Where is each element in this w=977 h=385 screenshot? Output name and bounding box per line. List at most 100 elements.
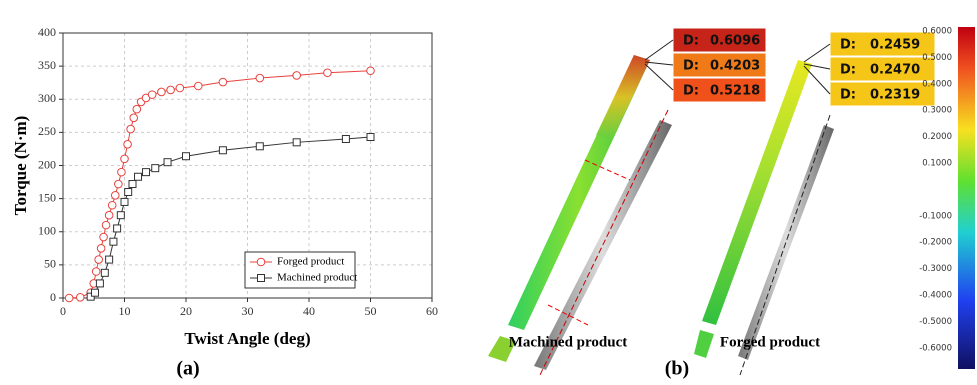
d-prefix: D: <box>840 38 856 53</box>
point <box>100 233 108 241</box>
colorbar-label: -0.3000 <box>919 264 952 274</box>
point <box>158 88 166 96</box>
point <box>164 159 171 166</box>
x-tick-label: 20 <box>180 304 192 318</box>
rod-stress <box>596 55 650 140</box>
point <box>115 180 123 188</box>
d-value: 0.2459 <box>870 38 920 53</box>
legend-label: Forged product <box>277 256 344 268</box>
legend-label: Machined product <box>277 272 357 284</box>
d-prefix: D: <box>683 59 699 74</box>
point <box>293 72 301 80</box>
leader <box>645 40 673 60</box>
point <box>367 134 374 141</box>
y-tick-label: 350 <box>38 58 56 72</box>
d-prefix: D: <box>683 34 699 49</box>
y-tick-label: 200 <box>38 157 56 171</box>
point <box>127 125 135 133</box>
rod-grey <box>738 125 834 360</box>
point <box>111 192 119 200</box>
colorbar-label: 0.4000 <box>922 79 952 89</box>
colorbar-label: -0.6000 <box>919 343 952 353</box>
point <box>324 69 332 77</box>
colorbar <box>958 27 975 369</box>
x-axis-label: Twist Angle (deg) <box>184 329 310 348</box>
machined-rod <box>488 55 672 375</box>
point <box>133 105 141 113</box>
point <box>65 294 73 302</box>
point <box>256 143 263 150</box>
y-tick-label: 100 <box>38 224 56 238</box>
colorbar-label: 0.6000 <box>922 27 952 37</box>
colorbar-label: -0.2000 <box>919 238 952 248</box>
y-tick-label: 300 <box>38 91 56 105</box>
colorbar-label: -0.4000 <box>919 291 952 301</box>
point <box>96 280 103 287</box>
point <box>342 136 349 143</box>
point <box>121 198 128 205</box>
colorbar-label: -0.1000 <box>919 211 952 221</box>
colorbar-label: 0.1000 <box>922 159 952 169</box>
d-prefix: D: <box>683 84 699 99</box>
point <box>76 294 84 302</box>
point <box>118 168 126 176</box>
figure: 0501001502002503003504000102030405060Twi… <box>0 0 977 385</box>
panel-label: (b) <box>665 358 689 380</box>
legend-marker <box>258 275 265 282</box>
point <box>101 269 108 276</box>
point <box>121 155 129 163</box>
point <box>108 201 116 209</box>
point <box>97 245 105 253</box>
y-axis-label: Torque (N·m) <box>11 116 30 216</box>
point <box>102 221 110 229</box>
colorbar-label: 0.5000 <box>922 53 952 63</box>
point <box>256 74 264 82</box>
point <box>219 78 227 86</box>
y-tick-label: 0 <box>50 290 56 304</box>
point <box>110 238 117 245</box>
x-tick-label: 40 <box>303 304 315 318</box>
x-tick-label: 10 <box>119 304 131 318</box>
point <box>152 165 159 172</box>
y-tick-label: 50 <box>44 257 56 271</box>
x-tick-label: 50 <box>365 304 377 318</box>
forged-rod <box>694 60 834 375</box>
leader <box>645 64 673 90</box>
point <box>124 141 132 149</box>
colorbar-label: 0.2000 <box>922 132 952 142</box>
x-tick-label: 30 <box>242 304 254 318</box>
point <box>106 256 113 263</box>
y-tick-label: 250 <box>38 124 56 138</box>
legend-marker <box>257 258 265 266</box>
caption: Machined product <box>509 334 627 350</box>
colorbar-label: -0.5000 <box>919 317 952 327</box>
point <box>91 289 98 296</box>
d-prefix: D: <box>840 88 856 103</box>
point <box>105 211 113 219</box>
point <box>176 84 184 92</box>
panel-label: (a) <box>176 358 199 380</box>
x-tick-label: 60 <box>426 304 438 318</box>
y-tick-label: 400 <box>38 25 56 39</box>
leader <box>804 66 830 94</box>
caption: Forged product <box>720 334 820 350</box>
point <box>183 153 190 160</box>
point <box>148 91 156 99</box>
point <box>117 212 124 219</box>
d-prefix: D: <box>840 63 856 78</box>
d-value: 0.4203 <box>710 59 760 74</box>
d-value: 0.2470 <box>870 63 920 78</box>
point <box>130 114 138 122</box>
point <box>293 139 300 146</box>
point <box>125 189 132 196</box>
point <box>92 268 100 276</box>
point <box>219 147 226 154</box>
point <box>114 225 121 232</box>
colorbar-label: 0.3000 <box>922 106 952 116</box>
leader <box>645 62 673 65</box>
point <box>195 82 203 90</box>
point <box>143 169 150 176</box>
point <box>129 181 136 188</box>
leader <box>804 44 830 62</box>
